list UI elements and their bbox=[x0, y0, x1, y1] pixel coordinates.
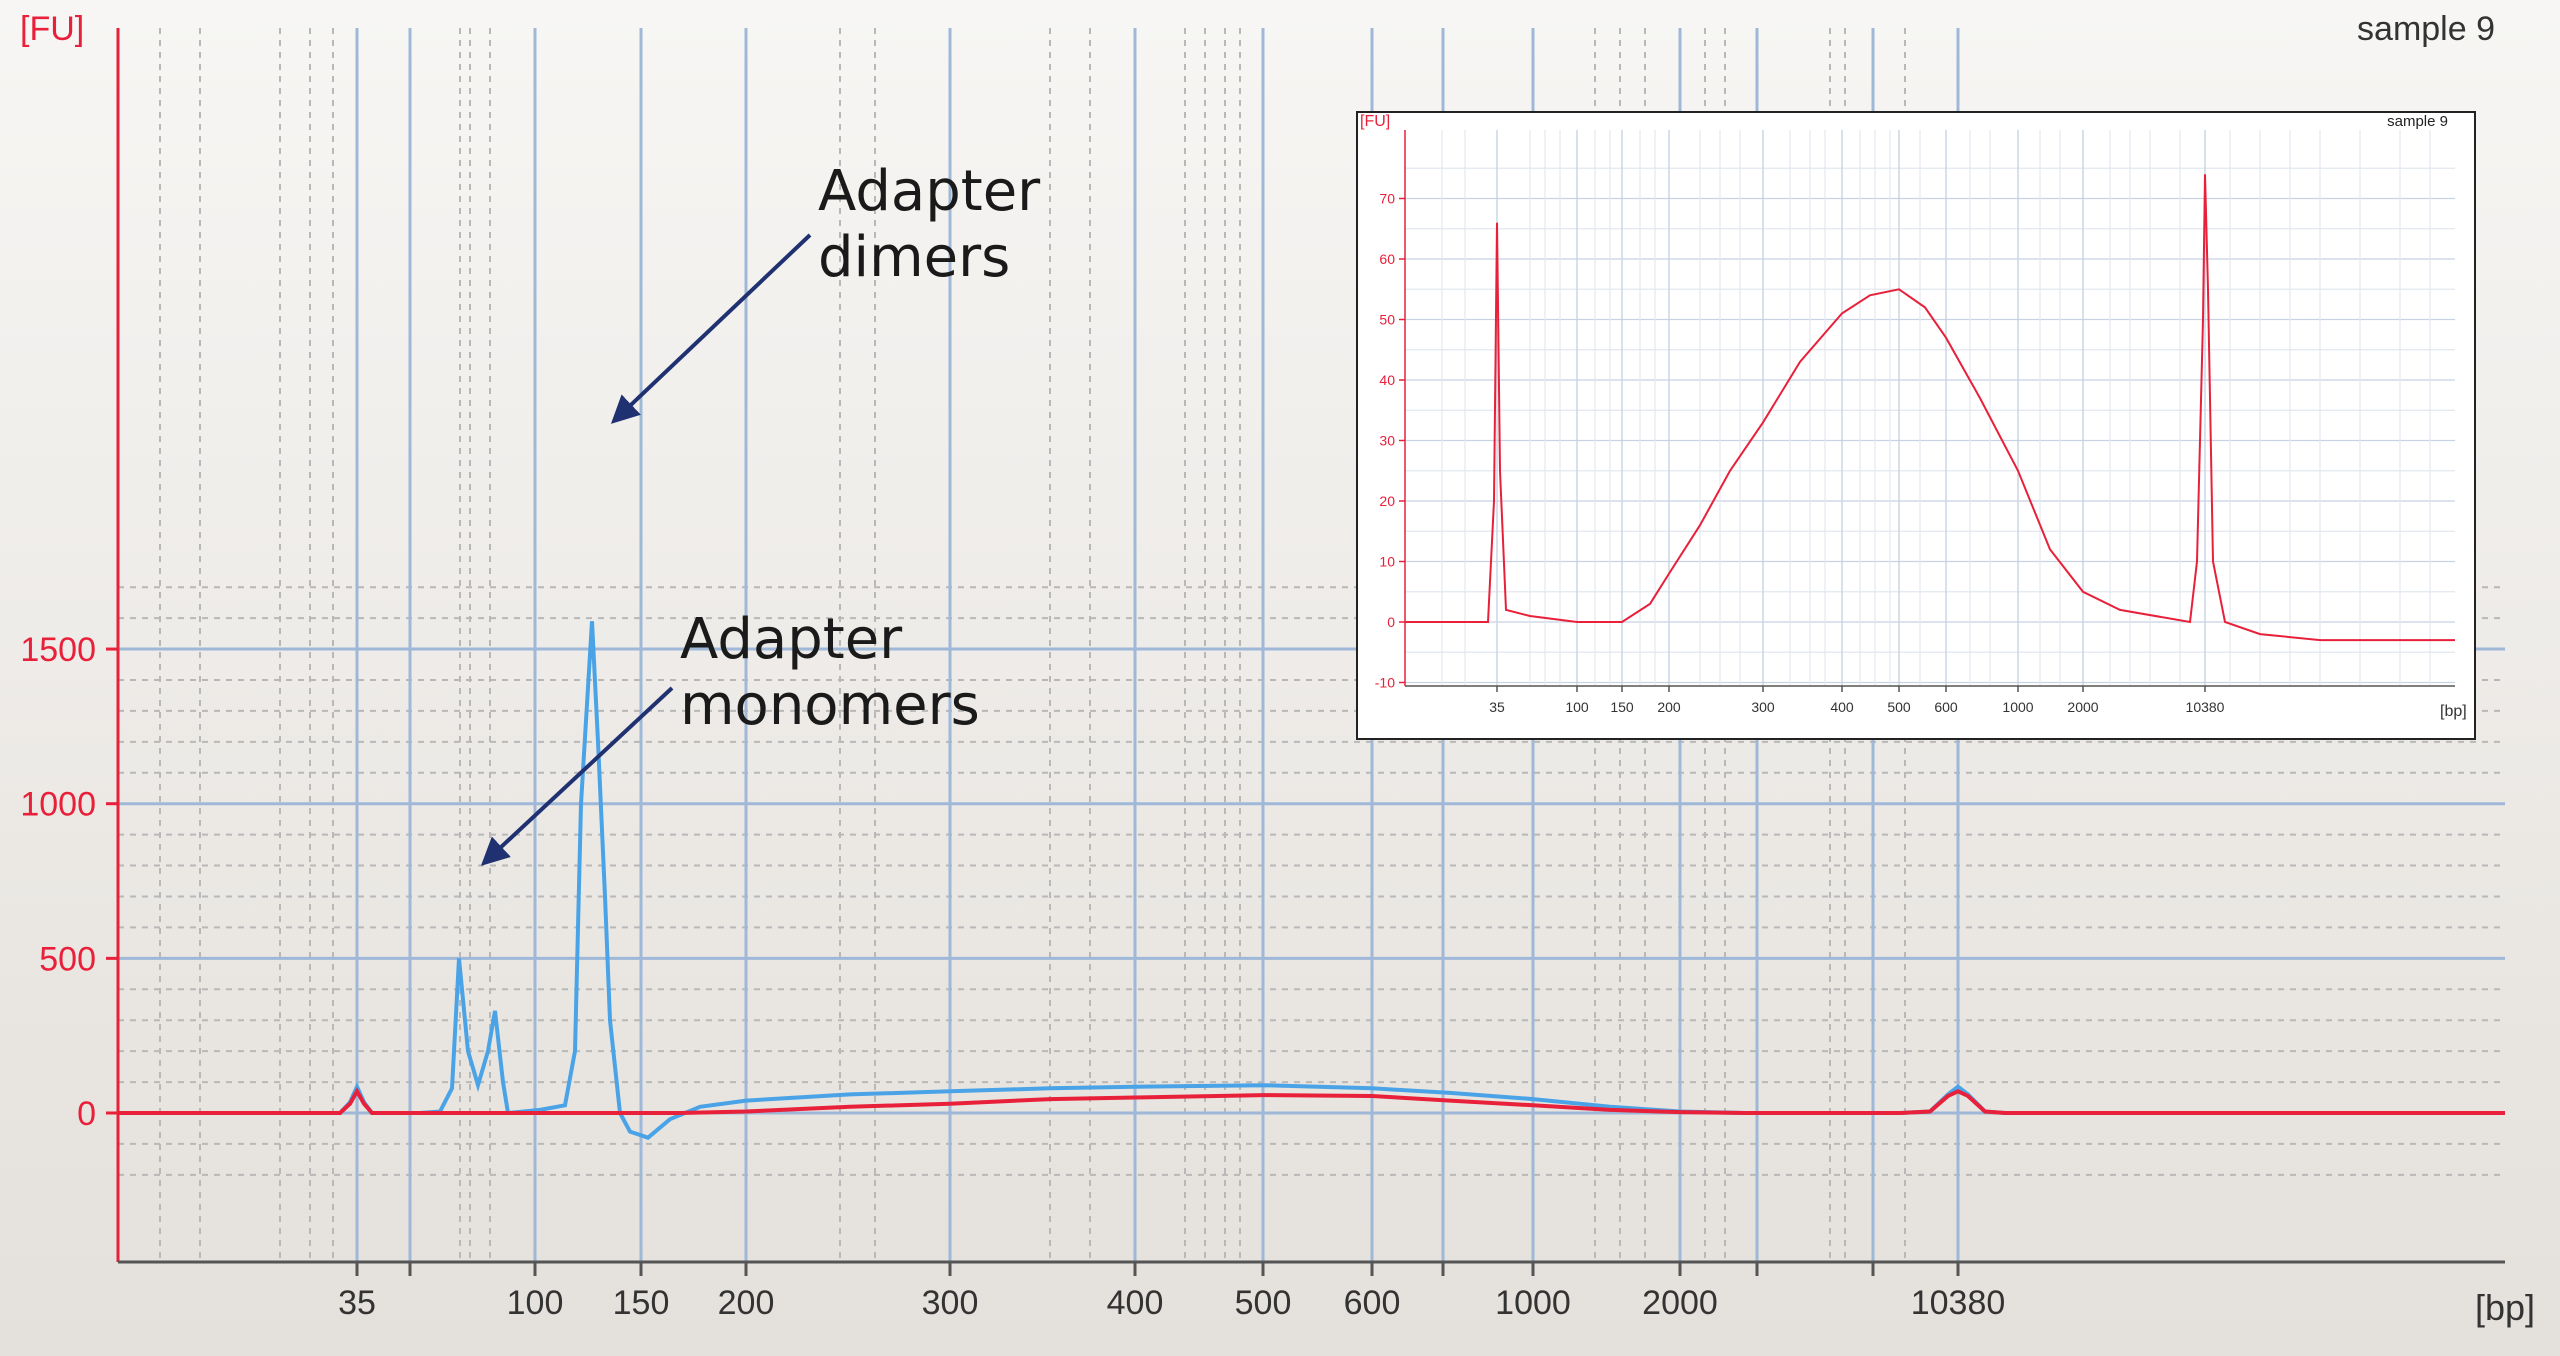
inset-x-tick-label: 100 bbox=[1565, 699, 1589, 715]
main-x-tick-label: 500 bbox=[1235, 1284, 1292, 1322]
inset-x-tick-label: 35 bbox=[1489, 699, 1505, 715]
inset-y-tick-label: 10 bbox=[1379, 554, 1395, 570]
inset-y-tick-label: -10 bbox=[1375, 675, 1395, 691]
inset-y-unit-label: [FU] bbox=[1360, 113, 1390, 130]
main-y-tick-label: 0 bbox=[77, 1095, 96, 1133]
inset-y-tick-label: 30 bbox=[1379, 433, 1395, 449]
inset-sample-label: sample 9 bbox=[2387, 113, 2448, 130]
inset-x-tick-label: 150 bbox=[1610, 699, 1634, 715]
main-y-tick-label: 1500 bbox=[20, 631, 96, 669]
main-x-tick-label: 2000 bbox=[1642, 1284, 1718, 1322]
main-x-unit-label: [bp] bbox=[2475, 1287, 2535, 1328]
adapter-dimers-arrow bbox=[610, 233, 812, 424]
main-x-tick-label: 200 bbox=[718, 1284, 775, 1322]
inset-x-tick-label: 500 bbox=[1887, 699, 1911, 715]
main-series-red bbox=[118, 1087, 2505, 1115]
inset-y-tick-label: 0 bbox=[1387, 614, 1395, 630]
inset-y-tick-label: 70 bbox=[1379, 191, 1395, 207]
main-x-tick-label: 10380 bbox=[1911, 1284, 2006, 1322]
inset-x-tick-label: 10380 bbox=[2186, 699, 2225, 715]
main-y-tick-label: 500 bbox=[39, 940, 96, 978]
annotations: Adapter dimers Adapter monomers bbox=[480, 159, 1058, 866]
main-x-tick-label: 600 bbox=[1344, 1284, 1401, 1322]
inset-x-tick-label: 600 bbox=[1934, 699, 1958, 715]
adapter-dimers-line2: dimers bbox=[818, 225, 1010, 290]
adapter-dimers-line1: Adapter bbox=[818, 159, 1041, 224]
main-x-tick-label: 35 bbox=[338, 1284, 376, 1322]
main-y-tick-label: 1000 bbox=[20, 786, 96, 824]
inset-x-tick-label: 200 bbox=[1657, 699, 1681, 715]
inset-traces bbox=[1405, 174, 2455, 642]
inset-axes: -10 0 10 20 30 40 50 60 70 35 100 150 200 300 400 500 60… bbox=[1375, 130, 2455, 715]
inset-grid bbox=[1405, 130, 2455, 686]
inset-x-tick-label: 400 bbox=[1830, 699, 1854, 715]
main-x-tick-label: 1000 bbox=[1495, 1284, 1571, 1322]
inset-y-tick-label: 60 bbox=[1379, 251, 1395, 267]
adapter-monomers-label: Adapter monomers bbox=[680, 607, 980, 738]
inset-x-unit-label: [bp] bbox=[2440, 703, 2467, 720]
inset-series-red bbox=[1405, 174, 2455, 642]
inset-electropherogram: -10 0 10 20 30 40 50 60 70 35 100 150 200 300 400 500 60… bbox=[1356, 111, 2476, 740]
main-y-unit-label: [FU] bbox=[20, 10, 84, 48]
adapter-monomers-arrow bbox=[480, 686, 674, 866]
inset-y-tick-label: 40 bbox=[1379, 372, 1395, 388]
inset-x-tick-label: 2000 bbox=[2067, 699, 2098, 715]
inset-y-tick-label: 50 bbox=[1379, 312, 1395, 328]
adapter-dimers-label: Adapter dimers bbox=[818, 159, 1058, 290]
adapter-monomers-line1: Adapter bbox=[680, 607, 903, 672]
adapter-monomers-line2: monomers bbox=[680, 673, 980, 738]
main-x-tick-label: 100 bbox=[507, 1284, 564, 1322]
main-traces bbox=[118, 621, 2505, 1140]
inset-background bbox=[1356, 111, 2476, 740]
main-x-tick-label: 400 bbox=[1107, 1284, 1164, 1322]
sample-label: sample 9 bbox=[2357, 10, 2495, 48]
inset-x-tick-label: 300 bbox=[1751, 699, 1775, 715]
inset-x-tick-label: 1000 bbox=[2002, 699, 2033, 715]
main-x-tick-label: 150 bbox=[613, 1284, 670, 1322]
inset-y-tick-label: 20 bbox=[1379, 493, 1395, 509]
main-x-tick-label: 300 bbox=[922, 1284, 979, 1322]
